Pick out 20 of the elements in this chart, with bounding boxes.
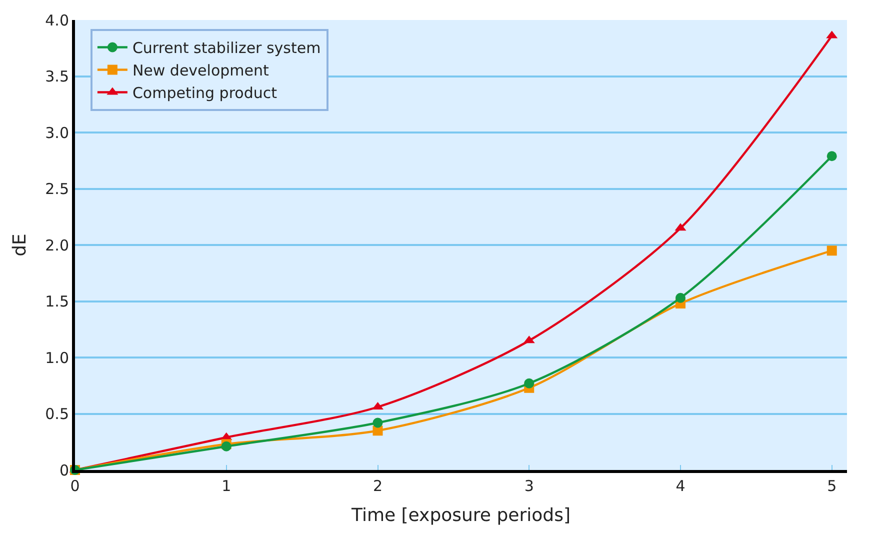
y-tick-label: 1.0 (45, 348, 69, 367)
y-tick-label: 1.5 (45, 292, 69, 310)
x-axis-title: Time [exposure periods] (350, 505, 570, 526)
x-tick-label: 1 (222, 477, 232, 495)
x-tick-label: 3 (524, 477, 534, 495)
x-tick-label: 0 (70, 477, 80, 495)
y-axis-title: dE (9, 234, 30, 256)
y-tick-label: 0 (59, 461, 69, 480)
y-tick-label: 3.5 (45, 68, 69, 86)
legend-label: Competing product (132, 84, 278, 102)
y-tick-label: 0.5 (45, 405, 69, 423)
y-tick-label: 2.0 (45, 236, 69, 254)
y-tick-label: 3.0 (45, 124, 69, 142)
legend-label: Current stabilizer system (132, 39, 321, 58)
x-tick-label: 2 (372, 477, 383, 495)
y-tick-label: 4.0 (45, 11, 69, 30)
x-tick-label: 5 (827, 477, 837, 495)
y-tick-label: 2.5 (45, 180, 69, 198)
x-tick-label: 4 (676, 477, 686, 495)
legend-label: New development (132, 62, 269, 80)
